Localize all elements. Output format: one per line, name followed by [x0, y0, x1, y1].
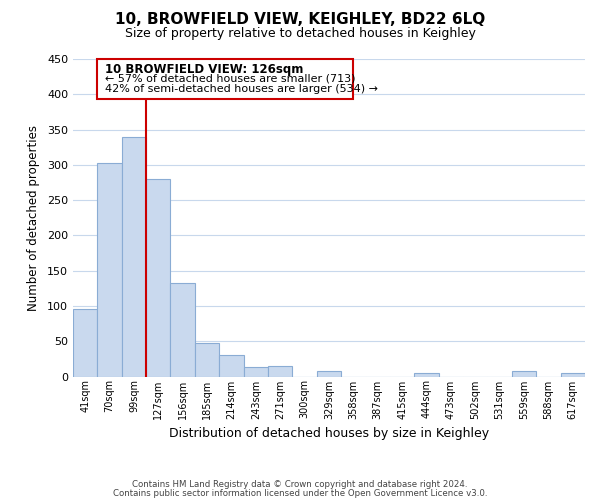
Y-axis label: Number of detached properties: Number of detached properties — [27, 125, 40, 311]
FancyBboxPatch shape — [97, 59, 353, 99]
Bar — [97, 162, 122, 376]
Bar — [146, 179, 170, 376]
Bar — [73, 310, 97, 376]
Text: 42% of semi-detached houses are larger (534) →: 42% of semi-detached houses are larger (… — [104, 84, 377, 94]
Text: ← 57% of detached houses are smaller (713): ← 57% of detached houses are smaller (71… — [104, 73, 355, 83]
X-axis label: Distribution of detached houses by size in Keighley: Distribution of detached houses by size … — [169, 427, 489, 440]
Bar — [268, 366, 292, 376]
Bar — [122, 136, 146, 376]
Bar — [244, 368, 268, 376]
Text: 10, BROWFIELD VIEW, KEIGHLEY, BD22 6LQ: 10, BROWFIELD VIEW, KEIGHLEY, BD22 6LQ — [115, 12, 485, 28]
Text: 10 BROWFIELD VIEW: 126sqm: 10 BROWFIELD VIEW: 126sqm — [104, 62, 303, 76]
Text: Contains HM Land Registry data © Crown copyright and database right 2024.: Contains HM Land Registry data © Crown c… — [132, 480, 468, 489]
Text: Contains public sector information licensed under the Open Government Licence v3: Contains public sector information licen… — [113, 488, 487, 498]
Bar — [560, 373, 585, 376]
Text: Size of property relative to detached houses in Keighley: Size of property relative to detached ho… — [125, 28, 475, 40]
Bar — [317, 371, 341, 376]
Bar — [195, 344, 219, 376]
Bar — [415, 373, 439, 376]
Bar — [170, 284, 195, 376]
Bar — [512, 371, 536, 376]
Bar — [219, 354, 244, 376]
